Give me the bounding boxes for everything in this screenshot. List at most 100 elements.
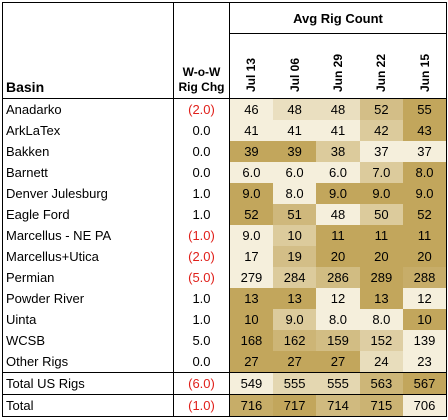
rig-count-cell: 19 (272, 246, 317, 267)
table-row: Other Rigs 0.0 27 27 27 24 23 (2, 351, 447, 373)
rig-count-cell: 12 (403, 288, 447, 309)
rig-count-cell: 23 (403, 351, 447, 373)
table-body: Anadarko (2.0) 46 48 48 52 55 ArkLaTex 0.0 41 41 41… (2, 98, 447, 417)
table-row: WCSB 5.0 168 162 159 152 139 (2, 330, 447, 351)
change-cell: 5.0 (173, 330, 230, 351)
week-header: Jun 29 (316, 33, 360, 99)
rig-count-cell: 50 (359, 204, 404, 225)
week-label: Jun 29 (330, 53, 345, 92)
rig-count-cell: 11 (359, 225, 404, 246)
rig-count-cell: 8.0 (272, 183, 317, 204)
rig-count-cell: 139 (403, 330, 447, 351)
basin-cell: Barnett (2, 162, 174, 183)
rig-count-cell: 39 (229, 141, 273, 162)
week-label: Jul 06 (287, 57, 302, 92)
change-cell: 1.0 (173, 309, 230, 330)
rig-count-cell: 46 (229, 98, 273, 120)
rig-count-cell: 12 (316, 288, 360, 309)
change-header-line2: Rig Chg (178, 80, 225, 94)
change-cell: 0.0 (173, 162, 230, 183)
change-cell: (1.0) (173, 394, 230, 417)
rig-count-cell: 7.0 (359, 162, 404, 183)
table-row: Powder River 1.0 13 13 12 13 12 (2, 288, 447, 309)
rig-count-cell: 10 (229, 309, 273, 330)
table-row: ArkLaTex 0.0 41 41 41 42 43 (2, 120, 447, 141)
basin-cell: Permian (2, 267, 174, 288)
basin-cell: Other Rigs (2, 351, 174, 373)
rig-count-cell: 52 (359, 98, 404, 120)
rig-count-cell: 8.0 (359, 309, 404, 330)
basin-cell: Total US Rigs (2, 372, 174, 395)
rig-count-cell: 706 (403, 394, 447, 417)
rig-count-cell: 51 (272, 204, 317, 225)
rig-count-cell: 37 (359, 141, 404, 162)
rig-count-cell: 20 (359, 246, 404, 267)
table-row: Barnett 0.0 6.0 6.0 6.0 7.0 8.0 (2, 162, 447, 183)
rig-count-cell: 563 (359, 372, 404, 395)
change-header-top (173, 2, 230, 34)
rig-count-cell: 279 (229, 267, 273, 288)
rig-count-cell: 27 (316, 351, 360, 373)
change-cell: 1.0 (173, 288, 230, 309)
rig-count-cell: 11 (316, 225, 360, 246)
rig-count-cell: 6.0 (272, 162, 317, 183)
week-label: Jun 15 (417, 53, 432, 92)
change-cell: (5.0) (173, 267, 230, 288)
change-cell: (6.0) (173, 372, 230, 395)
rig-count-cell: 9.0 (359, 183, 404, 204)
basin-cell: Eagle Ford (2, 204, 174, 225)
rig-count-cell: 48 (316, 98, 360, 120)
rig-count-cell: 20 (403, 246, 447, 267)
basin-cell: Marcellus - NE PA (2, 225, 174, 246)
rig-count-cell: 52 (403, 204, 447, 225)
rig-count-cell: 284 (272, 267, 317, 288)
basin-cell: Total (2, 394, 174, 417)
rig-count-cell: 41 (272, 120, 317, 141)
change-cell: 0.0 (173, 120, 230, 141)
rig-count-cell: 549 (229, 372, 273, 395)
basin-cell: WCSB (2, 330, 174, 351)
week-label: Jun 22 (374, 53, 389, 92)
rig-count-cell: 39 (272, 141, 317, 162)
rig-count-cell: 168 (229, 330, 273, 351)
rig-count-cell: 6.0 (316, 162, 360, 183)
rig-count-cell: 38 (316, 141, 360, 162)
rig-count-cell: 13 (359, 288, 404, 309)
basin-cell: Marcellus+Utica (2, 246, 174, 267)
week-header: Jul 13 (229, 33, 273, 99)
rig-count-cell: 9.0 (316, 183, 360, 204)
week-header: Jun 22 (359, 33, 404, 99)
table-row: Eagle Ford 1.0 52 51 48 50 52 (2, 204, 447, 225)
rig-count-cell: 9.0 (272, 309, 317, 330)
rig-count-cell: 10 (272, 225, 317, 246)
rig-count-cell: 555 (272, 372, 317, 395)
basin-cell: Bakken (2, 141, 174, 162)
change-cell: 1.0 (173, 183, 230, 204)
rig-count-cell: 42 (359, 120, 404, 141)
change-cell: (2.0) (173, 246, 230, 267)
rig-count-cell: 159 (316, 330, 360, 351)
rig-count-cell: 9.0 (229, 225, 273, 246)
rig-count-cell: 717 (272, 394, 317, 417)
rig-count-cell: 716 (229, 394, 273, 417)
rig-count-cell: 162 (272, 330, 317, 351)
table-row: Marcellus - NE PA (1.0) 9.0 10 11 11 11 (2, 225, 447, 246)
table-row: Total (1.0) 716 717 714 715 706 (2, 394, 447, 417)
rig-count-cell: 288 (403, 267, 447, 288)
rig-count-cell: 24 (359, 351, 404, 373)
week-label: Jul 13 (244, 57, 259, 92)
table-row: Anadarko (2.0) 46 48 48 52 55 (2, 98, 447, 120)
basin-cell: ArkLaTex (2, 120, 174, 141)
rig-count-cell: 8.0 (316, 309, 360, 330)
rig-count-cell: 43 (403, 120, 447, 141)
table-row: Uinta 1.0 10 9.0 8.0 8.0 10 (2, 309, 447, 330)
change-column-header: W-o-W Rig Chg (173, 33, 230, 99)
table-row: Bakken 0.0 39 39 38 37 37 (2, 141, 447, 162)
rig-count-cell: 555 (316, 372, 360, 395)
basin-column-header: Basin (2, 33, 174, 99)
rig-count-cell: 17 (229, 246, 273, 267)
table-title: Avg Rig Count (229, 2, 447, 34)
rig-count-cell: 48 (272, 98, 317, 120)
rig-count-cell: 8.0 (403, 162, 447, 183)
